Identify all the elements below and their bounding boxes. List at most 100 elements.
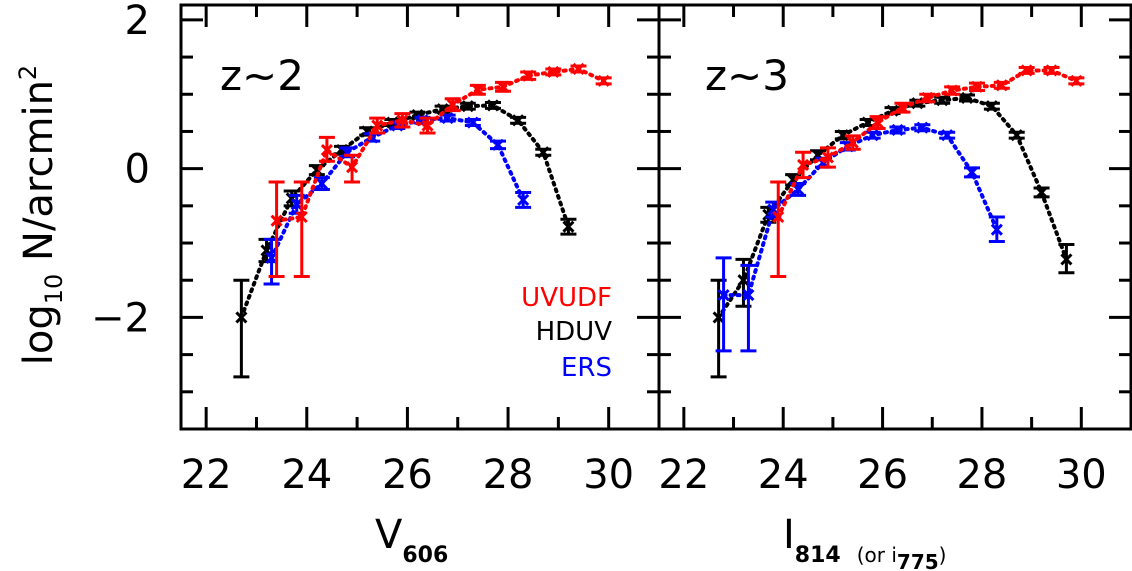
series-ers (263, 112, 532, 286)
data-point (944, 84, 961, 97)
data-point (495, 80, 512, 93)
point-marker (946, 84, 959, 97)
point-marker (891, 123, 904, 137)
data-point (489, 138, 506, 151)
point-marker (836, 129, 849, 142)
data-point (459, 100, 476, 113)
y-axis-label-sub: 10 (40, 274, 68, 305)
x-tick-labels: 22 24 26 28 30 (658, 452, 1106, 498)
legend-item-hduv: HDUV (536, 317, 613, 347)
point-marker (421, 119, 434, 132)
point-marker (960, 91, 974, 105)
data-point (313, 176, 330, 191)
point-marker (290, 198, 303, 211)
series-line-ers (721, 125, 999, 298)
data-point (595, 74, 612, 87)
data-point (233, 278, 250, 379)
x-tick-label: 30 (1056, 452, 1107, 498)
y-axis-label-sup: 2 (14, 65, 42, 80)
data-point (864, 129, 881, 142)
point-marker (990, 223, 1003, 236)
data-point (740, 263, 757, 353)
y-axis-label: log10 N/arcmin2 (14, 65, 68, 365)
point-marker (522, 69, 535, 82)
data-point (369, 116, 386, 135)
data-point (464, 116, 481, 129)
point-marker (537, 146, 550, 159)
point-marker (597, 74, 610, 87)
data-point (484, 99, 501, 112)
point-marker (371, 119, 384, 132)
data-point (968, 80, 985, 93)
data-point (988, 215, 1005, 244)
point-marker (446, 98, 459, 111)
x-axis-label-main: I (783, 512, 795, 558)
point-marker (260, 244, 273, 257)
y-tick-label: −2 (91, 295, 150, 341)
point-marker (265, 251, 278, 264)
series-layer (710, 64, 1085, 379)
x-axis-label-note-sub: 775 (897, 550, 939, 571)
point-marker (512, 114, 525, 127)
point-marker (772, 210, 785, 224)
y-tick-label: 0 (125, 147, 150, 193)
series-line-uvudf (274, 66, 606, 223)
panel-z3: 22 24 26 28 30 z~3 I814 (or i775) (657, 3, 1132, 571)
point-marker (496, 80, 510, 93)
series-uvudf (268, 62, 612, 279)
data-point (715, 256, 732, 353)
x-tick-label: 24 (281, 452, 332, 498)
legend-item-uvudf: UVUDF (521, 283, 612, 313)
data-point (535, 146, 552, 159)
point-marker (270, 214, 283, 227)
series-uvudf (770, 64, 1085, 279)
point-marker (921, 91, 934, 105)
legend-item-ers: ERS (561, 353, 612, 383)
data-point (983, 100, 1000, 113)
x-tick-label: 24 (758, 452, 809, 498)
data-point (444, 97, 461, 113)
data-point (939, 129, 956, 142)
point-marker (936, 94, 949, 107)
panel-label: z~3 (705, 51, 789, 100)
data-point (520, 69, 537, 82)
panel-label: z~2 (220, 51, 304, 100)
point-marker (1070, 74, 1083, 87)
point-marker (491, 138, 505, 151)
point-marker (562, 220, 575, 233)
point-marker (320, 143, 333, 157)
data-point (1018, 64, 1035, 77)
point-marker (315, 177, 328, 190)
data-point (545, 65, 562, 79)
point-marker (436, 103, 449, 116)
data-point (560, 217, 577, 236)
data-point (869, 115, 886, 130)
point-marker (346, 161, 359, 174)
data-point (993, 79, 1010, 92)
data-point (795, 150, 812, 180)
data-point (934, 94, 951, 107)
point-marker (866, 129, 879, 142)
legend: UVUDF HDUV ERS (521, 283, 612, 383)
data-point (268, 180, 285, 279)
point-marker (1045, 64, 1058, 77)
point-marker (742, 289, 755, 302)
point-marker (995, 79, 1008, 92)
series-hduv (233, 99, 577, 379)
x-axis-label-note: (or i (857, 543, 897, 567)
plot-frame (657, 3, 1132, 431)
data-point (959, 91, 976, 105)
data-point (1068, 74, 1085, 87)
point-marker (871, 116, 884, 129)
data-point (844, 134, 861, 151)
point-marker (965, 166, 979, 179)
point-marker (861, 116, 874, 129)
series-layer (233, 62, 612, 379)
data-point (1043, 64, 1060, 77)
data-point (889, 123, 906, 137)
x-axis-label-note-end: ) (939, 543, 947, 567)
point-marker (1035, 186, 1048, 199)
series-line-hduv (239, 103, 571, 320)
data-point (819, 146, 836, 169)
y-axis-label-rest: N/arcmin (16, 80, 62, 274)
